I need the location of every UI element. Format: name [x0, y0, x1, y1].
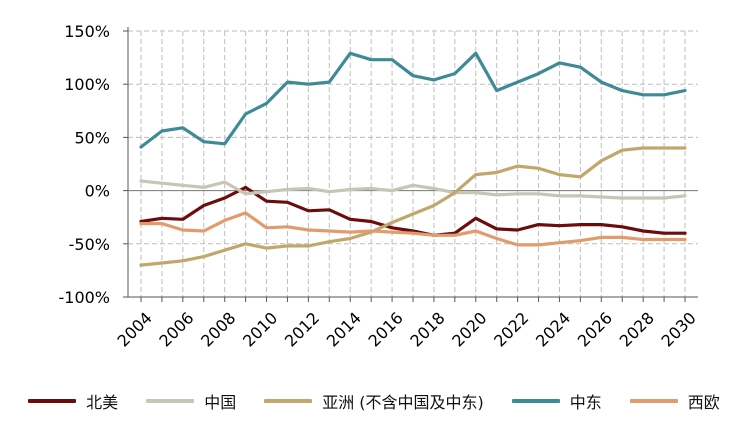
legend-label-china: 中国 — [204, 393, 237, 412]
series-line-1 — [139, 179, 687, 200]
legend-swatch-middle-east — [511, 399, 560, 403]
legend-swatch-china — [146, 399, 195, 403]
series-line-4 — [139, 211, 687, 247]
grid — [128, 30, 698, 298]
x-tick-label-2020: 2020 — [448, 308, 490, 350]
x-tick-label-2028: 2028 — [616, 308, 658, 350]
axes — [123, 27, 698, 302]
y-tick-label-0: -100% — [58, 288, 110, 307]
legend: 北美 中国 亚洲 (不含中国及中东) 中东 西欧 — [0, 386, 748, 416]
x-tick-label-2014: 2014 — [323, 308, 365, 350]
legend-swatch-north-america — [28, 399, 77, 403]
series-line-0 — [139, 185, 687, 237]
legend-item-western-europe: 西欧 — [629, 389, 720, 413]
legend-label-asia: 亚洲 (不含中国及中东) — [322, 393, 484, 412]
x-tick-label-2024: 2024 — [532, 308, 574, 350]
legend-item-asia: 亚洲 (不含中国及中东) — [264, 389, 484, 413]
y-tick-label-2: 0% — [85, 182, 110, 201]
legend-label-middle-east: 中东 — [569, 393, 602, 412]
y-tick-label-4: 100% — [64, 75, 110, 94]
x-tick-label-2026: 2026 — [574, 308, 616, 350]
legend-label-western-europe: 西欧 — [687, 393, 720, 412]
series-lines — [139, 51, 687, 267]
x-tick-label-2010: 2010 — [239, 308, 281, 350]
legend-label-north-america: 北美 — [86, 393, 119, 412]
series-line-3 — [139, 51, 687, 149]
y-tick-labels: -100% -50% 0% 50% 100% 150% — [58, 22, 110, 307]
y-tick-label-5: 150% — [64, 22, 110, 41]
y-tick-label-1: -50% — [69, 235, 110, 254]
legend-swatch-western-europe — [629, 399, 678, 403]
y-tick-label-3: 50% — [74, 128, 110, 147]
x-tick-label-2022: 2022 — [490, 308, 532, 350]
x-tick-label-2016: 2016 — [365, 308, 407, 350]
x-tick-label-2012: 2012 — [281, 308, 323, 350]
legend-item-china: 中国 — [146, 389, 236, 413]
legend-item-north-america: 北美 — [28, 389, 118, 413]
line-chart: -100%-50%0%50%100%150% 2004 2006 2008 2010 2… — [58, 22, 700, 351]
series-line-2 — [139, 146, 687, 267]
x-tick-label-2018: 2018 — [406, 308, 448, 350]
x-tick-label-2004: 2004 — [114, 308, 156, 350]
legend-swatch-asia — [264, 399, 313, 403]
x-tick-labels: 2004 2006 2008 2010 2012 2014 2016 2018 2020 2022… — [114, 308, 700, 350]
x-tick-label-2008: 2008 — [197, 308, 239, 350]
legend-item-middle-east: 中东 — [511, 389, 602, 413]
x-tick-label-2006: 2006 — [155, 308, 197, 350]
x-tick-label-2030: 2030 — [658, 308, 700, 350]
